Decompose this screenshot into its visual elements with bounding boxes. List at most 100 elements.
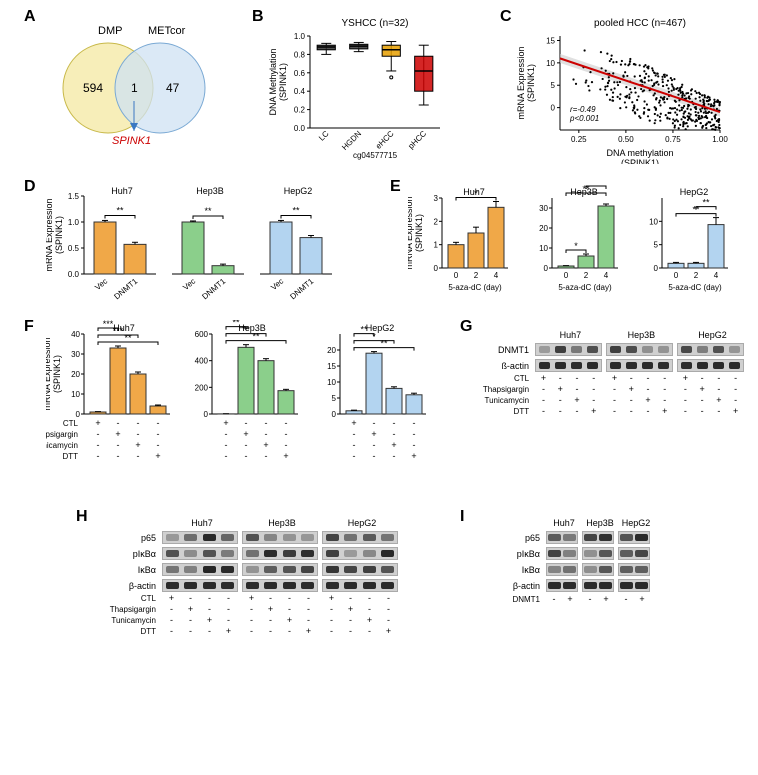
svg-text:20: 20 <box>327 346 336 355</box>
barchart-d: 0.00.51.01.5mRNA Expression(SPINK1)Huh7V… <box>46 184 366 302</box>
svg-text:DNMT1: DNMT1 <box>200 276 227 301</box>
boxplot-b: YSHCC (n=32)0.00.20.40.60.81.0LCHGDNeHCC… <box>268 14 458 164</box>
svg-text:**: ** <box>242 325 250 335</box>
svg-text:-: - <box>157 440 160 450</box>
panel-d-label: D <box>24 178 36 196</box>
svg-text:-: - <box>137 451 140 461</box>
svg-text:**: ** <box>702 198 710 208</box>
svg-text:10: 10 <box>327 378 336 387</box>
svg-text:HGDN: HGDN <box>340 129 363 152</box>
svg-text:0.2: 0.2 <box>294 106 306 115</box>
barchart-f: Huh7010203040mRNA Expression(SPINK1)****… <box>46 320 446 485</box>
svg-text:400: 400 <box>195 357 209 366</box>
svg-text:HepG2: HepG2 <box>366 323 395 333</box>
svg-text:20: 20 <box>539 224 548 233</box>
svg-text:DNMT1: DNMT1 <box>288 276 315 301</box>
svg-text:1.0: 1.0 <box>294 32 306 41</box>
svg-text:0.0: 0.0 <box>294 124 306 133</box>
svg-text:0: 0 <box>332 410 337 419</box>
svg-text:YSHCC (n=32): YSHCC (n=32) <box>342 18 409 29</box>
svg-text:+: + <box>391 440 396 450</box>
svg-text:-: - <box>225 429 228 439</box>
westernblot-i: Huh7Hep3BHepG2p65pIκBαIκBαβ-actinDNMT1-+… <box>482 518 722 604</box>
svg-text:**: ** <box>116 205 124 215</box>
svg-text:-: - <box>225 451 228 461</box>
svg-text:0.5: 0.5 <box>68 244 80 253</box>
svg-text:**: ** <box>252 332 260 342</box>
svg-text:-: - <box>413 418 416 428</box>
svg-text:mRNA Expression(SPINK1): mRNA Expression(SPINK1) <box>516 46 536 119</box>
svg-text:-: - <box>117 451 120 461</box>
svg-text:-: - <box>353 451 356 461</box>
svg-text:-: - <box>117 418 120 428</box>
svg-text:mRNA Expression(SPINK1): mRNA Expression(SPINK1) <box>46 337 62 410</box>
svg-text:Vec: Vec <box>181 277 197 292</box>
svg-text:-: - <box>353 440 356 450</box>
svg-text:0: 0 <box>674 271 679 280</box>
svg-text:10: 10 <box>649 217 658 226</box>
westernblot-h: Huh7Hep3BHepG2p65pIκBαIκBαβ-actinCTL+---… <box>98 518 438 636</box>
svg-text:-: - <box>413 440 416 450</box>
svg-text:-: - <box>245 451 248 461</box>
svg-text:*: * <box>372 332 376 342</box>
panel-h-label: H <box>76 508 88 526</box>
svg-text:*: * <box>574 241 578 251</box>
svg-text:+: + <box>411 451 416 461</box>
svg-text:-: - <box>157 418 160 428</box>
svg-text:+: + <box>95 418 100 428</box>
svg-text:4: 4 <box>494 271 499 280</box>
svg-text:2: 2 <box>694 271 699 280</box>
svg-text:3: 3 <box>434 194 439 203</box>
svg-text:0.8: 0.8 <box>294 50 306 59</box>
westernblot-g: Huh7Hep3BHepG2DNMT1ß-actinCTL+---+---+--… <box>478 330 748 416</box>
svg-text:600: 600 <box>195 330 209 339</box>
svg-text:CTL: CTL <box>63 419 79 428</box>
svg-text:Huh7: Huh7 <box>111 186 133 196</box>
svg-text:200: 200 <box>195 383 209 392</box>
venn-right-n: 47 <box>166 81 180 95</box>
svg-text:0: 0 <box>76 410 81 419</box>
svg-text:-: - <box>265 451 268 461</box>
panel-b-label: B <box>252 8 264 26</box>
svg-text:-: - <box>393 429 396 439</box>
svg-text:mRNA Expression(SPINK1): mRNA Expression(SPINK1) <box>408 196 424 269</box>
svg-text:0: 0 <box>544 264 549 273</box>
svg-text:0: 0 <box>204 410 209 419</box>
svg-text:-: - <box>373 440 376 450</box>
svg-text:DNA methylation(SPINK1): DNA methylation(SPINK1) <box>606 148 673 164</box>
svg-text:10: 10 <box>546 59 555 68</box>
svg-text:-: - <box>117 440 120 450</box>
svg-text:Vec: Vec <box>93 277 109 292</box>
svg-text:-: - <box>373 418 376 428</box>
svg-text:0.25: 0.25 <box>571 135 587 144</box>
svg-text:**: ** <box>292 205 300 215</box>
svg-text:30: 30 <box>71 350 80 359</box>
svg-text:0: 0 <box>454 271 459 280</box>
svg-text:1: 1 <box>434 241 439 250</box>
svg-text:+: + <box>283 451 288 461</box>
svg-text:*: * <box>474 189 478 199</box>
svg-text:+: + <box>351 418 356 428</box>
svg-text:5-aza-dC (day): 5-aza-dC (day) <box>668 283 722 292</box>
svg-text:-: - <box>285 429 288 439</box>
svg-text:+: + <box>115 429 120 439</box>
svg-text:5-aza-dC (day): 5-aza-dC (day) <box>558 283 612 292</box>
svg-text:1.0: 1.0 <box>68 218 80 227</box>
svg-text:-: - <box>393 451 396 461</box>
scatter-c: pooled HCC (n=467)0.250.500.751.00051015… <box>516 14 736 164</box>
svg-text:0.4: 0.4 <box>294 87 306 96</box>
svg-text:-: - <box>137 429 140 439</box>
svg-text:Thapsigargin: Thapsigargin <box>46 430 78 439</box>
svg-text:**: ** <box>204 206 212 216</box>
svg-text:-: - <box>373 451 376 461</box>
svg-text:**: ** <box>592 184 600 187</box>
svg-text:-: - <box>285 440 288 450</box>
svg-text:***: *** <box>113 326 124 336</box>
venn-diagram: DMP METcor 594 1 47 SPINK1 <box>48 16 218 146</box>
venn-left-label: DMP <box>98 25 122 37</box>
svg-text:DNMT1: DNMT1 <box>112 276 139 301</box>
venn-left-n: 594 <box>83 81 103 95</box>
svg-text:0: 0 <box>434 264 439 273</box>
panel-f-label: F <box>24 318 34 336</box>
svg-text:+: + <box>371 429 376 439</box>
